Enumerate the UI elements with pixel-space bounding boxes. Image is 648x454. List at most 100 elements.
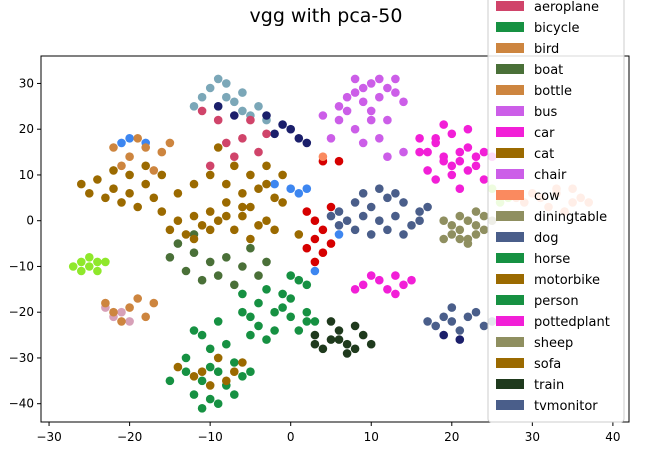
x-tick-label: 40 — [605, 430, 620, 444]
chair-point — [318, 111, 328, 120]
cluster-point — [294, 134, 304, 143]
x-tick-label: 10 — [364, 430, 379, 444]
dog-point — [366, 230, 376, 239]
cat-point — [205, 170, 215, 180]
horse-point — [270, 307, 279, 317]
tvmonitor-point — [471, 307, 481, 317]
cluster-point — [286, 184, 296, 193]
legend-label: motorbike — [534, 273, 600, 288]
sofa-point — [213, 143, 223, 152]
pottedplant-point — [423, 147, 432, 157]
person-point — [254, 321, 263, 331]
bus-point — [326, 134, 336, 143]
legend-swatch — [496, 169, 524, 179]
bicycle-point — [230, 390, 239, 399]
y-tick-label: −30 — [9, 351, 34, 365]
legend-label: bird — [534, 42, 559, 57]
chair-point — [366, 115, 376, 125]
legend-label: bus — [534, 105, 557, 120]
motorbike-point — [222, 376, 231, 386]
cluster-point — [439, 330, 449, 340]
chair-point — [350, 74, 360, 84]
cat-point — [125, 170, 134, 180]
boat-point — [205, 257, 215, 267]
cluster-point — [310, 266, 320, 276]
cat-point — [238, 189, 247, 198]
boat-point — [254, 271, 263, 280]
chair-point — [391, 88, 400, 97]
cluster-point — [238, 88, 247, 97]
dog-point — [399, 198, 408, 207]
bicycle-point — [189, 390, 199, 399]
sheep-point — [439, 234, 449, 244]
dog-point — [358, 189, 368, 198]
cluster-point — [318, 248, 328, 257]
cluster-point — [77, 266, 86, 276]
boat-point — [197, 275, 207, 285]
legend-swatch — [496, 316, 524, 326]
person-point — [246, 330, 255, 340]
train-point — [310, 339, 320, 349]
cat-point — [213, 216, 223, 225]
dog-point — [391, 189, 400, 198]
car-point — [407, 275, 416, 285]
bicycle-point — [205, 344, 215, 354]
y-tick-label: −40 — [9, 397, 34, 411]
bus-point — [375, 92, 384, 102]
cluster-point — [270, 129, 279, 139]
train-point — [326, 335, 336, 344]
y-tick-label: 30 — [19, 76, 34, 90]
dog-point — [383, 225, 392, 235]
tvmonitor-point — [463, 312, 473, 322]
cluster-point — [125, 317, 134, 326]
pottedplant-point — [415, 147, 424, 157]
cat-point — [173, 189, 183, 198]
cat-point — [133, 202, 142, 212]
bottle-point — [125, 303, 134, 312]
car-point — [399, 280, 408, 290]
sheep-point — [447, 221, 457, 230]
bus-point — [358, 138, 368, 148]
dog-point — [342, 216, 352, 225]
x-tick-label: 0 — [287, 430, 295, 444]
legend-swatch — [496, 190, 524, 200]
motorbike-point — [238, 358, 247, 367]
person-point — [278, 289, 287, 299]
cluster-point — [238, 106, 247, 116]
sofa-point — [294, 230, 304, 239]
x-tick-label: −10 — [197, 430, 222, 444]
sheep-point — [455, 211, 465, 221]
cluster-point — [286, 124, 296, 134]
cat-point — [77, 179, 86, 189]
cat-point — [173, 216, 183, 225]
horse-point — [262, 285, 271, 294]
boat-point — [189, 248, 199, 257]
cluster-point — [318, 225, 328, 235]
sheep-point — [471, 207, 481, 216]
diningtable-point — [439, 216, 449, 225]
x-tick-label: 30 — [525, 430, 540, 444]
dog-point — [415, 207, 424, 216]
person-point — [262, 335, 271, 344]
boat-point — [181, 266, 191, 276]
legend-swatch — [496, 400, 524, 410]
train-point — [326, 317, 336, 326]
bicycle-point — [197, 330, 207, 340]
bicycle-point — [181, 353, 191, 363]
cluster-point — [101, 257, 110, 267]
bus-point — [399, 147, 408, 157]
dog-point — [358, 211, 368, 221]
plot-frame — [40, 55, 630, 423]
pottedplant-point — [358, 280, 368, 290]
cluster-point — [334, 230, 344, 239]
legend-swatch — [496, 211, 524, 221]
sofa-point — [230, 161, 239, 171]
bottle-point — [109, 307, 118, 317]
sofa-point — [270, 193, 279, 203]
train-point — [310, 330, 320, 340]
train-point — [342, 349, 352, 358]
pottedplant-point — [350, 285, 360, 294]
legend-label: car — [534, 126, 555, 141]
legend: aeroplane bicycle bird boat bottle bus car cat c… — [487, 0, 625, 423]
